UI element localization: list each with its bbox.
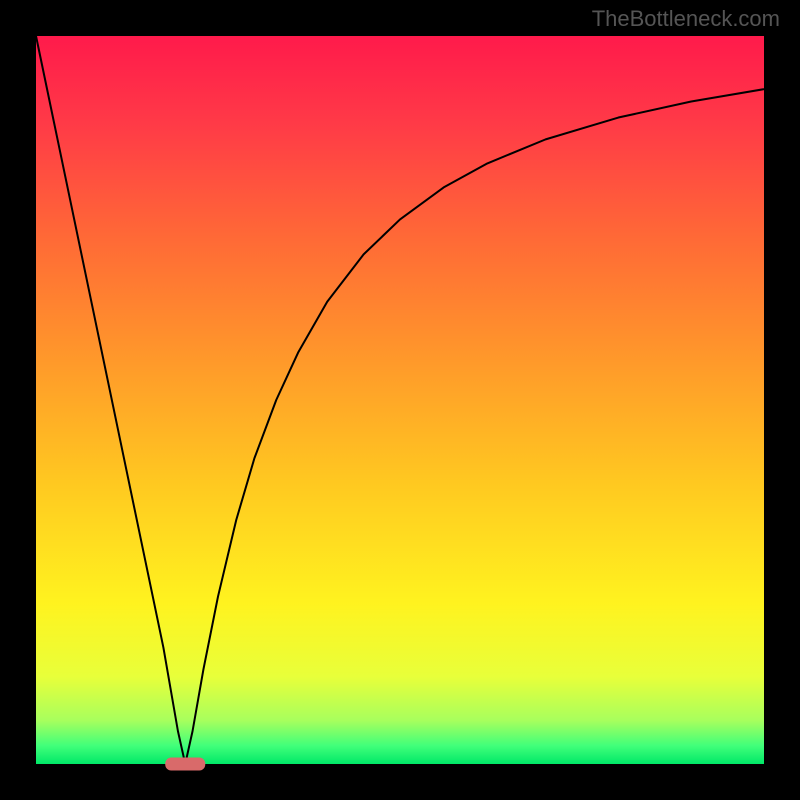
watermark-text: TheBottleneck.com bbox=[592, 6, 780, 32]
chart-svg bbox=[0, 0, 800, 800]
min-marker bbox=[165, 757, 205, 770]
bottleneck-chart: TheBottleneck.com bbox=[0, 0, 800, 800]
plot-background bbox=[36, 36, 764, 764]
